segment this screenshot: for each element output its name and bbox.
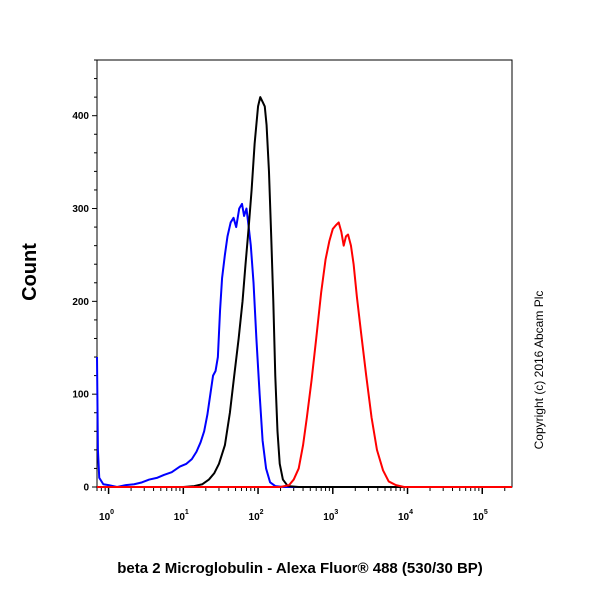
copyright-annotation: Copyright (c) 2016 Abcam Plc	[532, 291, 546, 450]
x-tick-label: 103	[323, 509, 338, 523]
y-tick-label: 200	[72, 297, 89, 308]
x-tick-label: 104	[398, 509, 413, 523]
y-tick-label: 100	[72, 390, 89, 401]
y-axis-ticks: 0 100 200 300 400	[72, 59, 97, 494]
histogram-curve-2	[97, 96, 512, 488]
x-tick-label: 101	[174, 509, 189, 523]
y-tick-label: 0	[83, 483, 89, 494]
x-tick-label: 105	[473, 509, 488, 523]
x-axis-label: beta 2 Microglobulin - Alexa Fluor® 488 …	[117, 560, 483, 577]
plot-frame	[96, 59, 513, 488]
y-tick-label: 400	[72, 111, 89, 122]
x-axis-ticks: 100 101 102 103 104 105	[96, 487, 506, 523]
histogram-curve-3	[97, 221, 512, 488]
y-tick-label: 300	[72, 204, 89, 215]
histogram-series	[96, 96, 512, 488]
y-axis-label: Count	[19, 243, 41, 301]
x-tick-label: 100	[99, 509, 114, 523]
x-tick-label: 102	[249, 509, 264, 523]
histogram-curve-1	[96, 202, 512, 488]
